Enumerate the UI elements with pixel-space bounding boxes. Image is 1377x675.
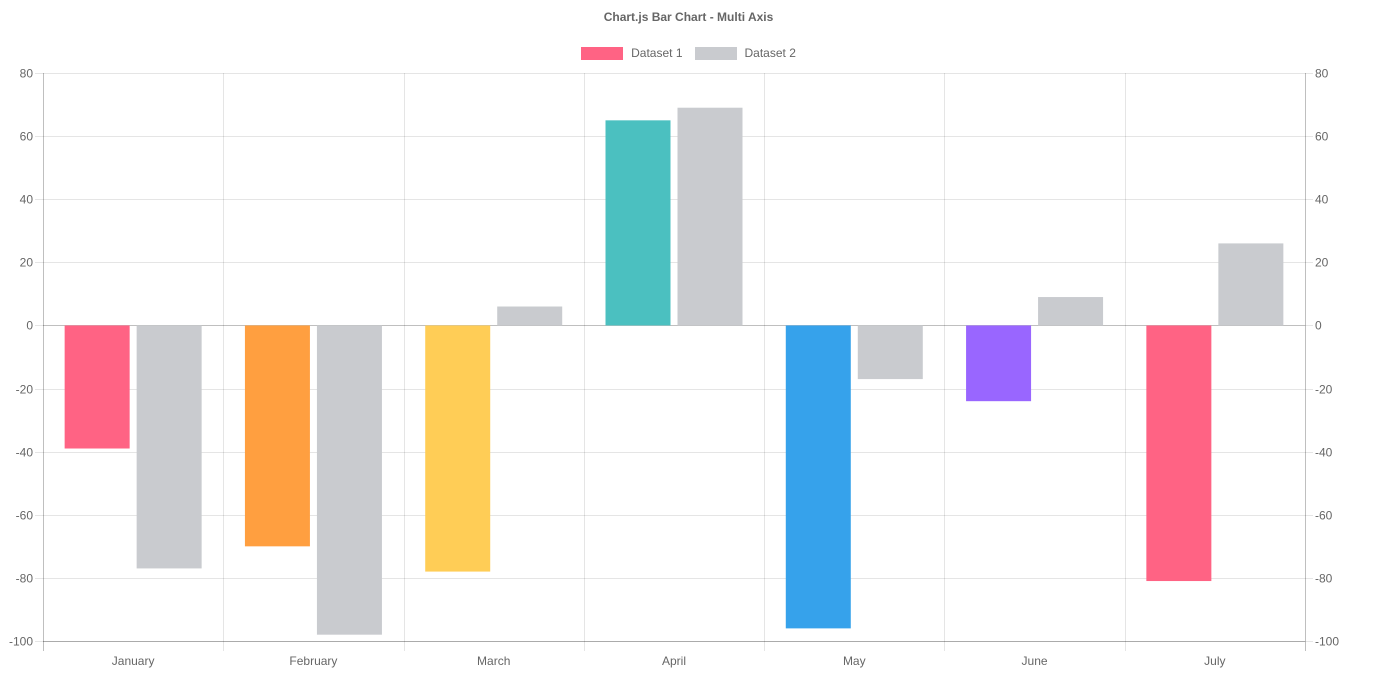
chart-title: Chart.js Bar Chart - Multi Axis bbox=[603, 10, 774, 24]
bar-dataset-1-july bbox=[1146, 325, 1212, 582]
legend-swatch-dataset-2 bbox=[694, 46, 737, 60]
y-left-tick-label: -40 bbox=[16, 446, 34, 460]
y-left-tick-label: 80 bbox=[20, 67, 34, 81]
y-left-tick-label: 60 bbox=[20, 130, 34, 144]
y-left-tick-label: -80 bbox=[16, 572, 34, 586]
y-right-tick-label: -20 bbox=[1315, 383, 1333, 397]
bar-dataset-1-march bbox=[425, 325, 491, 572]
x-tick-label: January bbox=[112, 654, 155, 668]
legend-item-dataset-2[interactable]: Dataset 2 bbox=[694, 46, 796, 60]
y-right-tick-label: 60 bbox=[1315, 130, 1329, 144]
legend-swatch-dataset-1 bbox=[581, 46, 624, 60]
y-left-tick-label: -20 bbox=[16, 383, 34, 397]
y-left-tick-label: -60 bbox=[16, 509, 34, 523]
bar-dataset-2-march bbox=[497, 306, 563, 326]
y-right-tick-label: 40 bbox=[1315, 193, 1329, 207]
bar-dataset-2-june bbox=[1038, 297, 1104, 326]
y-left-tick-label: 40 bbox=[20, 193, 34, 207]
y-right-tick-label: -40 bbox=[1315, 446, 1333, 460]
x-tick-label: April bbox=[662, 654, 686, 668]
bar-dataset-2-january bbox=[136, 325, 202, 569]
y-right-tick-label: 20 bbox=[1315, 256, 1329, 270]
y-right-tick-label: -60 bbox=[1315, 509, 1333, 523]
bar-dataset-1-june bbox=[966, 325, 1032, 402]
bar-dataset-2-april bbox=[677, 107, 743, 326]
bar-dataset-1-april bbox=[605, 120, 671, 326]
bar-dataset-2-february bbox=[316, 325, 382, 635]
bar-dataset-1-may bbox=[785, 325, 851, 629]
bar-dataset-1-january bbox=[64, 325, 130, 449]
legend-item-dataset-1[interactable]: Dataset 1 bbox=[581, 46, 683, 60]
y-left-tick-label: 0 bbox=[26, 319, 33, 333]
x-tick-label: June bbox=[1022, 654, 1048, 668]
y-left-tick-label: 20 bbox=[20, 256, 34, 270]
legend-label-dataset-1: Dataset 1 bbox=[631, 46, 683, 60]
y-right-tick-label: 0 bbox=[1315, 319, 1322, 333]
legend: Dataset 1 Dataset 2 bbox=[0, 46, 1377, 60]
bar-dataset-1-february bbox=[244, 325, 310, 547]
y-right-tick-label: 80 bbox=[1315, 67, 1329, 81]
y-right-tick-label: -80 bbox=[1315, 572, 1333, 586]
x-tick-label: March bbox=[477, 654, 510, 668]
legend-label-dataset-2: Dataset 2 bbox=[744, 46, 796, 60]
y-right-tick-label: -100 bbox=[1315, 635, 1339, 649]
x-tick-label: July bbox=[1204, 654, 1225, 668]
y-left-tick-label: -100 bbox=[9, 635, 33, 649]
x-tick-label: May bbox=[843, 654, 866, 668]
bar-dataset-2-july bbox=[1218, 243, 1284, 326]
x-tick-label: February bbox=[289, 654, 337, 668]
bar-dataset-2-may bbox=[857, 325, 923, 380]
